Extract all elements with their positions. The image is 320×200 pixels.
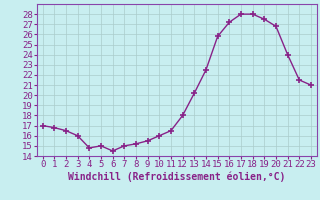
X-axis label: Windchill (Refroidissement éolien,°C): Windchill (Refroidissement éolien,°C) bbox=[68, 172, 285, 182]
